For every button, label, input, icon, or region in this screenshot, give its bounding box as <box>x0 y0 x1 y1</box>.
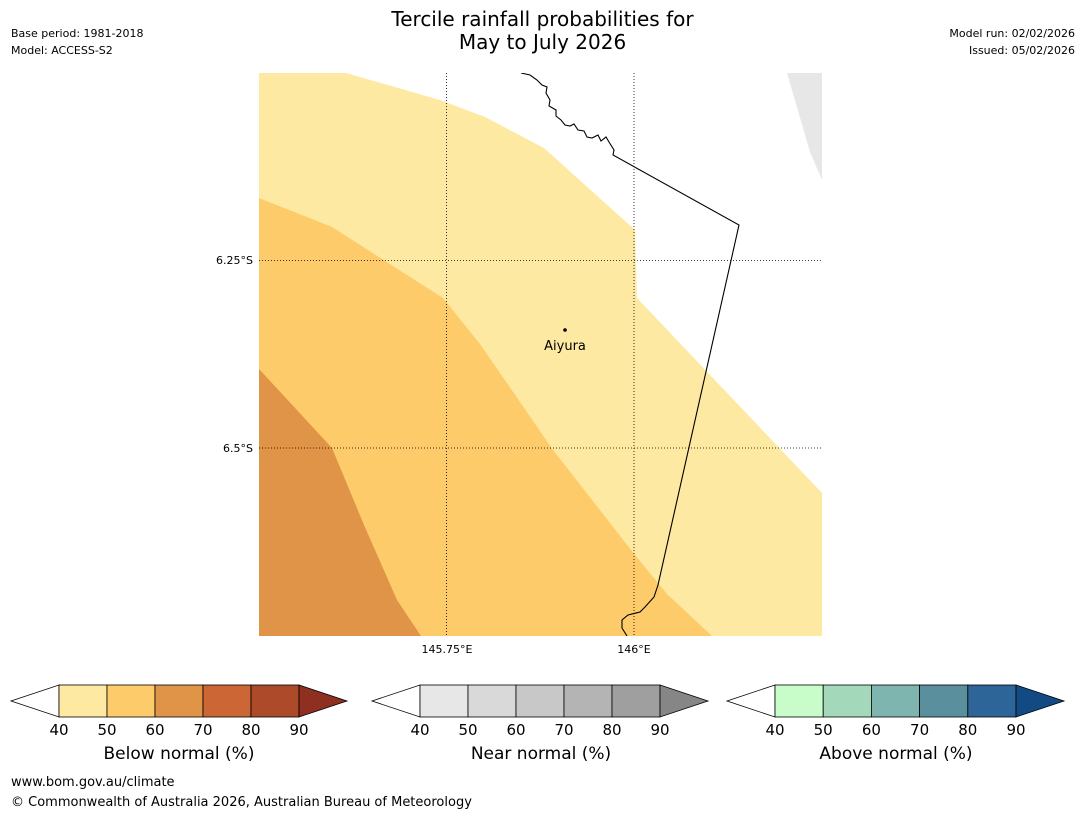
above-colorbar-segment-40 <box>774 684 824 718</box>
above-colorbar-segment-50 <box>822 684 872 718</box>
map-area <box>259 73 822 636</box>
near-colorbar-tick-70: 70 <box>554 721 573 739</box>
below-colorbar-segment-70 <box>202 684 252 718</box>
near-colorbar-tick-40: 40 <box>410 721 429 739</box>
below-colorbar-min-arrow <box>9 684 60 718</box>
copyright-text: © Commonwealth of Australia 2026, Austra… <box>11 795 472 810</box>
below-normal-label: Below normal (%) <box>103 744 255 764</box>
colorbar-below-normal: 40 50 60 70 80 90 <box>9 684 349 739</box>
bom-url[interactable]: www.bom.gov.au/climate <box>11 775 175 790</box>
above-colorbar-tick-50: 50 <box>814 721 833 739</box>
near-colorbar-min-arrow <box>370 684 421 718</box>
below-colorbar-segment-40 <box>58 684 108 718</box>
colorbar-above-normal: 40 50 60 70 80 90 <box>725 684 1066 739</box>
below-50-60-region <box>259 198 712 636</box>
near-colorbar-max-arrow <box>659 684 710 718</box>
above-colorbar-segment-70 <box>919 684 969 718</box>
below-colorbar-tick-60: 60 <box>145 721 164 739</box>
above-colorbar-tick-80: 80 <box>958 721 977 739</box>
below-colorbar-tick-40: 40 <box>49 721 68 739</box>
above-colorbar-min-arrow <box>725 684 776 718</box>
near-colorbar-segment-70 <box>563 684 613 718</box>
below-colorbar-tick-80: 80 <box>241 721 260 739</box>
near-colorbar-segment-40 <box>419 684 469 718</box>
near-colorbar-segment-60 <box>515 684 565 718</box>
below-60-70-region <box>259 369 421 636</box>
lat-label-6-5: 6.5°S <box>223 442 253 455</box>
near-colorbar-tick-90: 90 <box>650 721 669 739</box>
near-colorbar-segment-50 <box>467 684 517 718</box>
below-colorbar-segment-80 <box>250 684 300 718</box>
above-colorbar-segment-80 <box>967 684 1017 718</box>
province-boundary-line <box>520 73 740 636</box>
title-line-1: Tercile rainfall probabilities for <box>391 7 694 31</box>
header-meta-right: Model run: 02/02/2026 Issued: 05/02/2026 <box>949 25 1075 59</box>
model-text: Model: ACCESS-S2 <box>11 44 113 57</box>
aiyura-label: Aiyura <box>544 339 586 354</box>
below-colorbar-tick-70: 70 <box>193 721 212 739</box>
aiyura-marker <box>563 328 567 332</box>
near-colorbar-tick-80: 80 <box>602 721 621 739</box>
above-colorbar-tick-70: 70 <box>910 721 929 739</box>
near-colorbar-tick-60: 60 <box>506 721 525 739</box>
above-normal-label: Above normal (%) <box>819 744 973 764</box>
below-colorbar-max-arrow <box>298 684 349 718</box>
lon-label-146: 146°E <box>617 643 650 656</box>
near-colorbar-segment-80 <box>611 684 661 718</box>
below-colorbar-tick-50: 50 <box>97 721 116 739</box>
footer: www.bom.gov.au/climate © Commonwealth of… <box>11 773 472 813</box>
colorbar-near-normal: 40 50 60 70 80 90 <box>370 684 710 739</box>
near-colorbar-tick-50: 50 <box>458 721 477 739</box>
above-colorbar-tick-60: 60 <box>862 721 881 739</box>
title-line-2: May to July 2026 <box>458 30 627 54</box>
lon-label-145-75: 145.75°E <box>422 643 473 656</box>
issued-text: Issued: 05/02/2026 <box>968 44 1075 57</box>
above-colorbar-max-arrow <box>1015 684 1066 718</box>
map-title: Tercile rainfall probabilities for May t… <box>0 8 1085 54</box>
above-colorbar-tick-40: 40 <box>765 721 784 739</box>
above-colorbar-segment-60 <box>871 684 921 718</box>
base-period-text: Base period: 1981-2018 <box>11 27 144 40</box>
near-normal-region <box>787 73 822 180</box>
lat-label-6-25: 6.25°S <box>216 254 253 267</box>
header-meta-left: Base period: 1981-2018 Model: ACCESS-S2 <box>11 25 143 59</box>
near-normal-label: Near normal (%) <box>470 744 612 764</box>
above-colorbar-tick-90: 90 <box>1006 721 1025 739</box>
below-colorbar-segment-50 <box>106 684 156 718</box>
below-colorbar-segment-60 <box>154 684 204 718</box>
model-run-text: Model run: 02/02/2026 <box>949 27 1075 40</box>
below-colorbar-tick-90: 90 <box>289 721 308 739</box>
